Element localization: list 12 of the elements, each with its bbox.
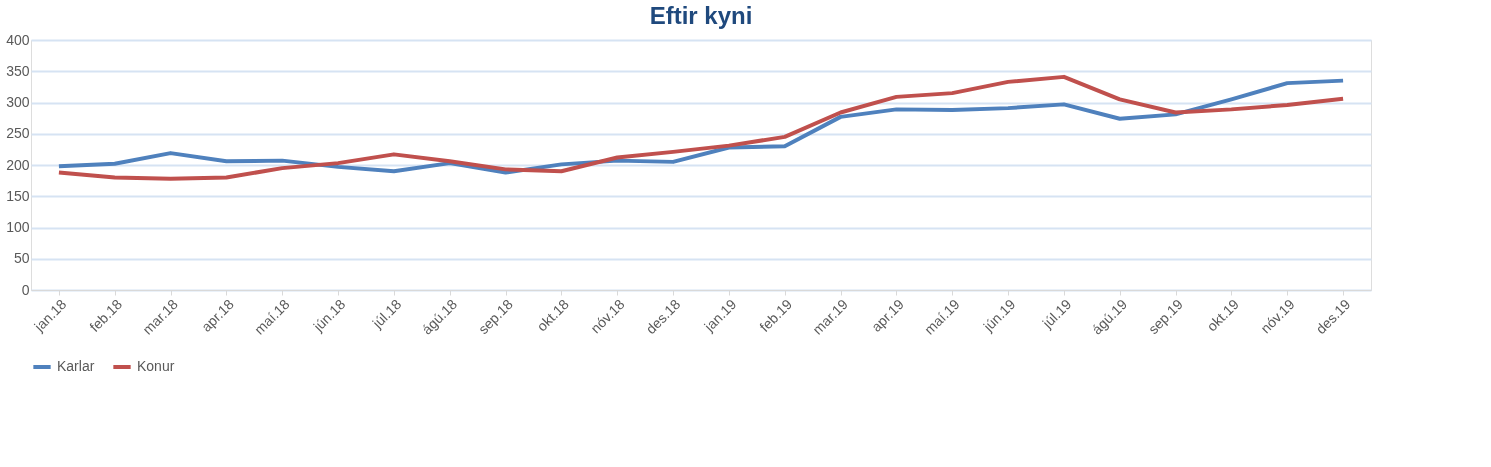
y-tick-label: 150 — [6, 187, 30, 204]
legend-label: Karlar — [57, 358, 95, 374]
y-tick-label: 0 — [21, 281, 30, 298]
y-tick-label: 350 — [6, 62, 30, 79]
y-tick-label: 100 — [6, 219, 30, 235]
y-tick-label: 400 — [6, 31, 30, 48]
legend-label: Konur — [137, 358, 175, 374]
chart-title: Eftir kyni — [649, 2, 753, 29]
y-tick-label: 200 — [6, 156, 30, 173]
y-tick-label: 50 — [13, 250, 30, 267]
y-tick-label: 250 — [6, 125, 30, 142]
y-tick-label: 300 — [6, 94, 30, 110]
